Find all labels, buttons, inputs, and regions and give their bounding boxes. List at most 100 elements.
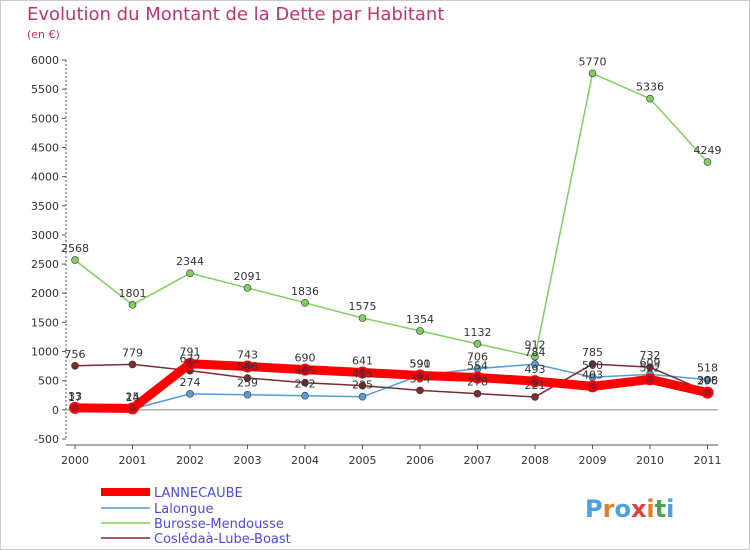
x-tick-label: 2007: [464, 454, 492, 467]
data-point: [243, 284, 252, 292]
data-label: 1354: [406, 313, 434, 326]
legend-label: LANNECAUBE: [154, 486, 243, 501]
data-point: [356, 366, 369, 379]
data-point: [588, 360, 597, 368]
data-label: 1132: [464, 326, 492, 339]
data-point: [358, 392, 367, 401]
x-tick-label: 2005: [349, 454, 377, 467]
logo-letter: i: [646, 495, 654, 523]
data-label: 546: [237, 360, 258, 373]
data-point: [184, 357, 196, 370]
x-tick-label: 2002: [176, 454, 204, 467]
data-labels: 33 25 791 743 690 641 590 554 493 403 522 296 17 14 27…: [61, 55, 722, 404]
x-tick-label: 2006: [406, 454, 434, 467]
data-label: 334: [410, 372, 431, 385]
data-point: [358, 381, 367, 390]
data-label: 732: [640, 349, 661, 362]
data-label: 14: [126, 391, 140, 404]
data-label: 2568: [61, 242, 89, 255]
x-tick-label: 2010: [636, 454, 664, 467]
y-tick-label: 6000: [31, 54, 59, 67]
data-point: [531, 393, 539, 401]
y-tick-label: 500: [38, 375, 59, 388]
data-label: 2344: [176, 255, 204, 268]
logo-letter: P: [585, 495, 603, 523]
data-point: [301, 298, 309, 307]
data-label: 785: [582, 346, 603, 359]
data-label: 1836: [291, 285, 319, 298]
x-tick-label: 2000: [61, 454, 89, 467]
data-label: 609: [640, 356, 661, 369]
data-point: [243, 390, 252, 399]
data-label: 5770: [579, 55, 607, 68]
data-label: 1575: [349, 300, 377, 313]
data-label: 518: [697, 362, 718, 375]
y-tick-label: 3500: [31, 200, 59, 213]
data-label: 706: [467, 351, 488, 364]
data-label: 4249: [694, 144, 722, 157]
x-tick-label: 2003: [234, 454, 262, 467]
data-label: 2091: [234, 270, 262, 283]
data-point: [243, 374, 252, 382]
data-label: 308: [697, 374, 718, 387]
data-point: [471, 371, 484, 384]
data-point: [473, 389, 482, 398]
y-tick-label: -500: [34, 433, 59, 446]
data-label: 17: [68, 391, 82, 404]
data-label: 784: [525, 346, 546, 359]
data-label: 274: [180, 376, 201, 389]
data-point: [646, 94, 654, 103]
data-point: [358, 314, 367, 322]
legend-label: Lalongue: [154, 502, 214, 517]
data-label: 493: [525, 363, 546, 376]
data-point: [128, 301, 137, 309]
data-point: [71, 256, 79, 264]
data-label: 779: [122, 346, 143, 359]
data-label: 641: [352, 354, 373, 367]
y-tick-label: 1000: [31, 346, 59, 359]
data-label: 756: [65, 348, 86, 361]
data-label: 403: [582, 368, 603, 381]
data-point: [301, 378, 309, 387]
data-point: [473, 340, 482, 348]
logo-letter: i: [666, 495, 674, 523]
x-tick-label: 2009: [579, 454, 607, 467]
data-point: [414, 369, 426, 382]
data-label: 590: [410, 357, 431, 370]
data-point: [529, 375, 541, 388]
y-tick-label: 2000: [31, 287, 59, 300]
data-label: 415: [352, 368, 373, 381]
data-label: 1801: [119, 287, 147, 300]
axes: -500 0 500 1000 1500 2000 2500 3000 3500 4000 4500…: [31, 54, 722, 467]
legend-label: Burosse-Mendousse: [154, 517, 284, 532]
data-label: 242: [295, 378, 316, 391]
data-label: 791: [180, 346, 201, 359]
logo-letter: t: [655, 495, 666, 523]
logo-letter: x: [631, 495, 647, 523]
legend: LANNECAUBELalongueBurosse-MendousseCoslé…: [101, 486, 291, 547]
data-point: [186, 269, 194, 277]
data-point: [701, 386, 714, 399]
y-tick-label: 4000: [31, 171, 59, 184]
data-point: [646, 363, 654, 371]
data-label: 221: [525, 379, 546, 392]
x-tick-label: 2004: [291, 454, 319, 467]
data-point: [71, 361, 79, 370]
chart-subtitle: (en €): [27, 28, 60, 41]
data-label: 591: [410, 357, 431, 370]
x-tick-label: 2001: [119, 454, 147, 467]
data-point: [703, 375, 712, 384]
chart-title: Evolution du Montant de la Dette par Hab…: [27, 4, 445, 25]
data-label: 465: [295, 365, 316, 378]
data-label: 225: [352, 379, 373, 392]
series-layer: [69, 69, 714, 415]
data-point: [703, 158, 712, 166]
y-tick-label: 2500: [31, 258, 59, 271]
y-tick-label: 5000: [31, 112, 59, 125]
data-label: 278: [467, 376, 488, 389]
y-tick-label: 1500: [31, 316, 59, 329]
x-tick-label: 2008: [521, 454, 549, 467]
data-point: [128, 360, 137, 369]
data-point: [586, 380, 599, 393]
